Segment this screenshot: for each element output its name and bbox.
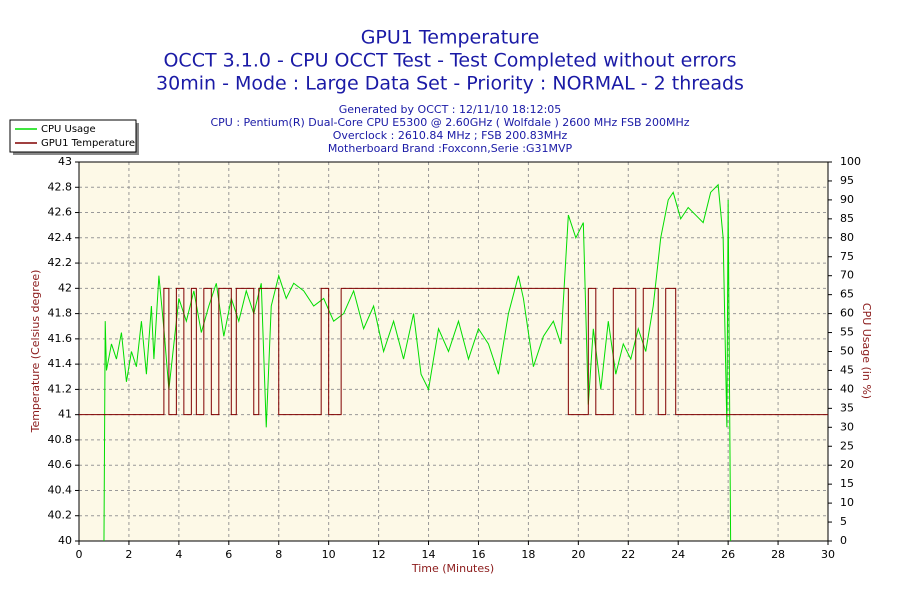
- series-line: [79, 287, 828, 416]
- y-tick-label: 43: [58, 155, 72, 168]
- y2-tick-label: 90: [840, 193, 854, 206]
- y-tick-label: 41.2: [48, 382, 73, 395]
- y2-tick-label: 95: [840, 174, 854, 187]
- y-tick-label: 42.6: [48, 206, 73, 219]
- x-tick-label: 10: [322, 548, 336, 561]
- plot-frame: [78, 161, 829, 542]
- x-tick-label: 8: [275, 548, 282, 561]
- info-line: Overclock : 2610.84 MHz ; FSB 200.83MHz: [333, 129, 568, 142]
- y-tick-label: 41.4: [48, 357, 73, 370]
- x-tick-label: 30: [821, 548, 835, 561]
- x-tick-label: 4: [175, 548, 182, 561]
- x-tick-label: 24: [671, 548, 685, 561]
- y2-axis-label: CPU Usage (in %): [860, 303, 873, 399]
- y2-tick-label: 0: [840, 534, 847, 547]
- x-tick-label: 0: [76, 548, 83, 561]
- y-tick-label: 41: [58, 408, 72, 421]
- legend-label: GPU1 Temperature: [41, 138, 135, 149]
- y-tick-label: 40: [58, 534, 72, 547]
- y2-tick-label: 55: [840, 326, 854, 339]
- x-tick-label: 20: [571, 548, 585, 561]
- y2-tick-label: 45: [840, 363, 854, 376]
- y-tick-label: 40.6: [48, 458, 73, 471]
- y2-tick-label: 70: [840, 269, 854, 282]
- info-line: CPU : Pentium(R) Dual-Core CPU E5300 @ 2…: [210, 116, 689, 129]
- x-axis-label: Time (Minutes): [411, 562, 494, 575]
- y2-tick-label: 25: [840, 439, 854, 452]
- chart-subtitle: 30min - Mode : Large Data Set - Priority…: [156, 73, 744, 95]
- y2-tick-label: 30: [840, 420, 854, 433]
- x-tick-label: 18: [521, 548, 535, 561]
- y-tick-label: 41.6: [48, 332, 73, 345]
- y2-tick-label: 80: [840, 231, 854, 244]
- y2-tick-label: 15: [840, 477, 854, 490]
- x-tick-label: 12: [372, 548, 386, 561]
- y2-tick-label: 50: [840, 345, 854, 358]
- y2-tick-label: 5: [840, 515, 847, 528]
- y2-tick-label: 40: [840, 382, 854, 395]
- y2-tick-label: 20: [840, 458, 854, 471]
- x-tick-label: 22: [621, 548, 635, 561]
- y2-tick-label: 75: [840, 250, 854, 263]
- legend-box: [9, 119, 137, 153]
- y-tick-label: 41.8: [48, 307, 73, 320]
- y-tick-label: 40.4: [48, 483, 73, 496]
- y-tick-label: 42.8: [48, 180, 73, 193]
- y2-tick-label: 100: [840, 155, 861, 168]
- series-line: [103, 183, 732, 542]
- y2-tick-label: 35: [840, 401, 854, 414]
- y-tick-label: 42.2: [48, 256, 73, 269]
- x-tick-label: 26: [721, 548, 735, 561]
- x-tick-label: 6: [225, 548, 232, 561]
- x-tick-label: 28: [771, 548, 785, 561]
- y2-tick-label: 10: [840, 496, 854, 509]
- y2-tick-label: 60: [840, 307, 854, 320]
- chart-subtitle: OCCT 3.1.0 - CPU OCCT Test - Test Comple…: [163, 50, 736, 72]
- x-tick-label: 2: [125, 548, 132, 561]
- x-tick-label: 16: [471, 548, 485, 561]
- info-line: Generated by OCCT : 12/11/10 18:12:05: [339, 103, 562, 116]
- y-axis-label: Temperature (Celsius degree): [29, 270, 42, 434]
- y2-tick-label: 85: [840, 212, 854, 225]
- y2-tick-label: 65: [840, 288, 854, 301]
- x-tick-label: 14: [422, 548, 436, 561]
- info-line: Motherboard Brand :Foxconn,Serie :G31MVP: [328, 142, 573, 155]
- y-tick-label: 40.8: [48, 433, 73, 446]
- y-tick-label: 42.4: [48, 231, 73, 244]
- y-tick-label: 40.2: [48, 509, 73, 522]
- legend-label: CPU Usage: [41, 124, 96, 135]
- chart-title: GPU1 Temperature: [361, 27, 540, 49]
- y-tick-label: 42: [58, 281, 72, 294]
